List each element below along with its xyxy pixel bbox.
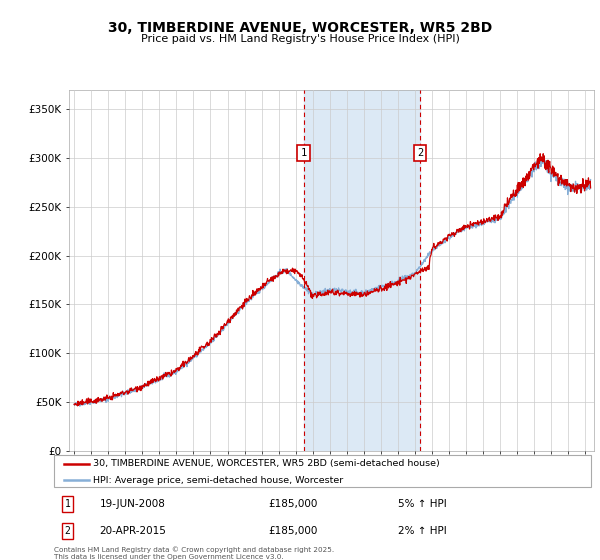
Text: £185,000: £185,000 xyxy=(269,499,318,509)
Text: 30, TIMBERDINE AVENUE, WORCESTER, WR5 2BD: 30, TIMBERDINE AVENUE, WORCESTER, WR5 2B… xyxy=(108,21,492,35)
Text: Contains HM Land Registry data © Crown copyright and database right 2025.
This d: Contains HM Land Registry data © Crown c… xyxy=(54,547,334,560)
Text: 2: 2 xyxy=(417,148,423,158)
Text: £185,000: £185,000 xyxy=(269,526,318,536)
Text: 5% ↑ HPI: 5% ↑ HPI xyxy=(398,499,446,509)
Bar xyxy=(304,90,420,451)
Text: 19-JUN-2008: 19-JUN-2008 xyxy=(100,499,166,509)
Text: 1: 1 xyxy=(301,148,307,158)
Text: 30, TIMBERDINE AVENUE, WORCESTER, WR5 2BD (semi-detached house): 30, TIMBERDINE AVENUE, WORCESTER, WR5 2B… xyxy=(92,459,439,468)
Text: 20-APR-2015: 20-APR-2015 xyxy=(100,526,167,536)
Text: 2: 2 xyxy=(64,526,70,536)
Text: Price paid vs. HM Land Registry's House Price Index (HPI): Price paid vs. HM Land Registry's House … xyxy=(140,34,460,44)
Text: 2% ↑ HPI: 2% ↑ HPI xyxy=(398,526,446,536)
Text: HPI: Average price, semi-detached house, Worcester: HPI: Average price, semi-detached house,… xyxy=(92,475,343,484)
Text: 1: 1 xyxy=(64,499,70,509)
